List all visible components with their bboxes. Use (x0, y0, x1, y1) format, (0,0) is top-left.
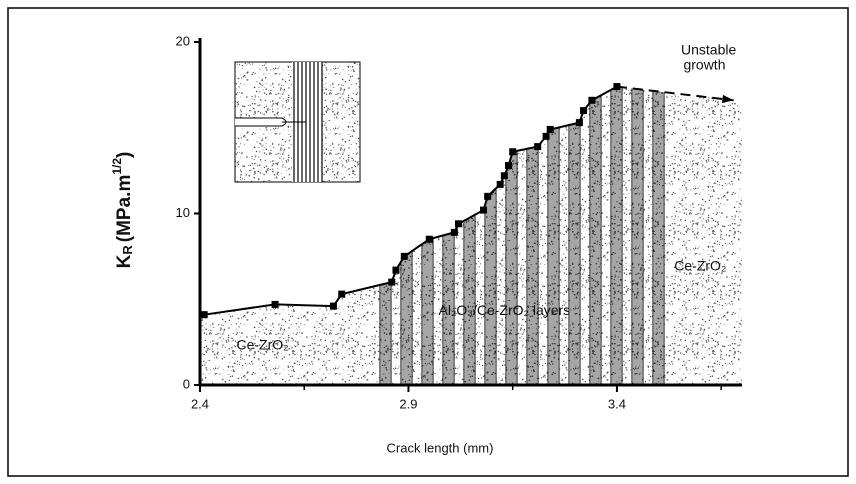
data-point (338, 290, 346, 298)
y-tick-label: 20 (176, 33, 190, 48)
data-point (580, 107, 588, 115)
layer-stripe-shade (507, 86, 516, 385)
data-point (400, 252, 408, 260)
layer-stripe-shade (591, 86, 600, 385)
data-point (425, 235, 433, 243)
data-point (534, 143, 542, 151)
x-axis-label: Crack length (mm) (387, 440, 494, 455)
annotation: growth (683, 57, 725, 73)
layer-stripe (547, 86, 560, 385)
y-label-close: ) (114, 152, 135, 158)
y-axis-label: KR (MPa.m1/2) (110, 152, 135, 269)
x-tick-label: 3.4 (608, 396, 626, 411)
y-tick-label: 10 (176, 205, 190, 220)
y-label-sup: 1/2 (110, 158, 124, 175)
y-label-main: K (114, 254, 135, 268)
series-line (616, 85, 734, 102)
layer-stripe (610, 86, 623, 385)
layer-stripe-shade (528, 86, 537, 385)
data-point (505, 161, 513, 169)
layer-stripe (505, 86, 518, 385)
y-label-unit: (MPa.m (114, 175, 135, 243)
x-tick-label: 2.9 (399, 396, 417, 411)
data-point (392, 266, 400, 274)
data-point (200, 311, 208, 319)
layer-stripe (568, 86, 581, 385)
layer-stripe-shade (486, 86, 495, 385)
stipple-fill (200, 86, 742, 385)
frame (7, 7, 849, 477)
data-point (546, 125, 554, 133)
y-tick-label: 0 (183, 376, 190, 391)
layer-stripe (631, 86, 644, 385)
annotation: Ce-ZrO₂ (236, 336, 288, 352)
data-point (480, 206, 488, 214)
layer-stripe-shade (612, 86, 621, 385)
data-point (588, 96, 596, 104)
data-point (450, 228, 458, 236)
layer-stripe-shade (423, 86, 432, 385)
data-point (388, 278, 396, 286)
data-point (500, 172, 508, 180)
layer-stripe-shade (654, 86, 663, 385)
data-point (329, 302, 337, 310)
layer-stripe-shade (381, 86, 390, 385)
data-point (496, 180, 504, 188)
layer-stripe (526, 86, 539, 385)
y-label-sub: R (120, 245, 135, 255)
layer-stripe-shade (444, 86, 453, 385)
data-point (509, 148, 517, 156)
data-point (575, 119, 583, 127)
data-point (542, 132, 550, 140)
inset (234, 61, 361, 183)
layer-stripe (589, 86, 602, 385)
x-tick-label: 2.4 (191, 396, 209, 411)
annotation: Unstable (681, 41, 736, 57)
data-point (484, 192, 492, 200)
data-point (454, 220, 462, 228)
layer-stripe (652, 86, 665, 385)
arrow-head (721, 94, 734, 104)
layer-stripe-shade (549, 86, 558, 385)
layer-stripe-shade (570, 86, 579, 385)
layer-stripe-shade (465, 86, 474, 385)
layer-stripe-shade (402, 86, 411, 385)
annotation: Ce-ZrO₂ (674, 257, 726, 273)
annotation: Al₂O₃/Ce-ZrO₂ layers (439, 302, 571, 318)
layer-stripe-shade (633, 86, 642, 385)
data-point (271, 300, 279, 308)
